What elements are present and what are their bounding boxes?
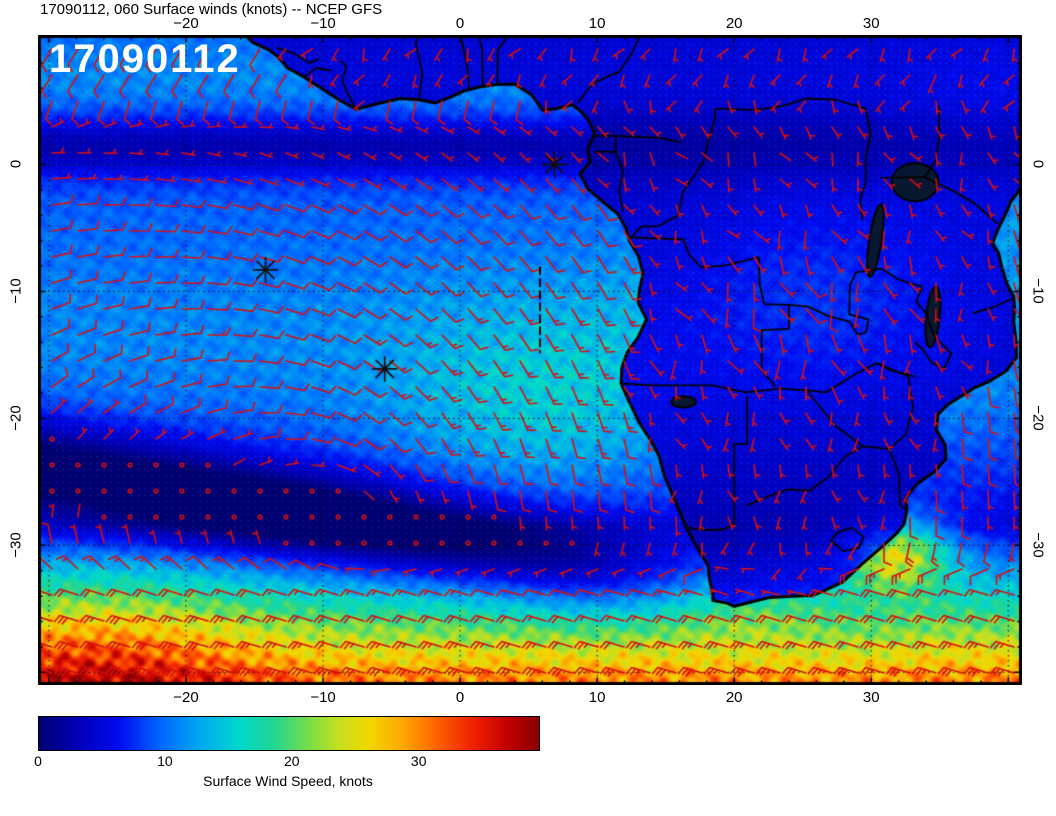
lon-tick-label-top: 30 xyxy=(862,15,880,32)
colorbar-tick-label: 20 xyxy=(284,753,300,769)
wind-map-canvas xyxy=(38,35,1022,685)
lat-tick-label-left: 0 xyxy=(7,160,25,169)
lon-tick-label-bottom: −10 xyxy=(310,689,336,706)
lat-tick-label-right: −20 xyxy=(1029,405,1047,432)
lon-tick-label-bottom: −20 xyxy=(173,689,199,706)
lon-tick-label-top: 0 xyxy=(455,15,465,32)
lat-tick-label-left: −10 xyxy=(7,278,25,305)
lat-tick-label-right: −10 xyxy=(1029,278,1047,305)
colorbar xyxy=(38,716,540,751)
lon-tick-label-top: 20 xyxy=(725,15,743,32)
run-timestamp-overlay: 17090112 xyxy=(49,37,241,81)
plot-title: 17090112, 060 Surface winds (knots) -- N… xyxy=(40,1,383,18)
colorbar-tick-label: 0 xyxy=(34,753,42,769)
colorbar-tick-label: 10 xyxy=(157,753,173,769)
lon-tick-label-top: −10 xyxy=(310,15,336,32)
lon-tick-label-top: 10 xyxy=(588,15,606,32)
lon-tick-label-bottom: 20 xyxy=(725,689,743,706)
lon-tick-label-bottom: 10 xyxy=(588,689,606,706)
colorbar-caption: Surface Wind Speed, knots xyxy=(203,773,373,789)
lat-tick-label-left: −20 xyxy=(7,405,25,432)
map-frame: 17090112 xyxy=(38,35,1022,685)
colorbar-tick-label: 30 xyxy=(410,753,427,769)
lat-tick-label-right: 0 xyxy=(1029,160,1047,169)
lon-tick-label-bottom: 0 xyxy=(455,689,465,706)
colorbar-gradient xyxy=(38,716,540,751)
lat-tick-label-right: −30 xyxy=(1029,532,1047,559)
lon-tick-label-top: −20 xyxy=(173,15,199,32)
lon-tick-label-bottom: 30 xyxy=(862,689,880,706)
lat-tick-label-left: −30 xyxy=(7,532,25,559)
